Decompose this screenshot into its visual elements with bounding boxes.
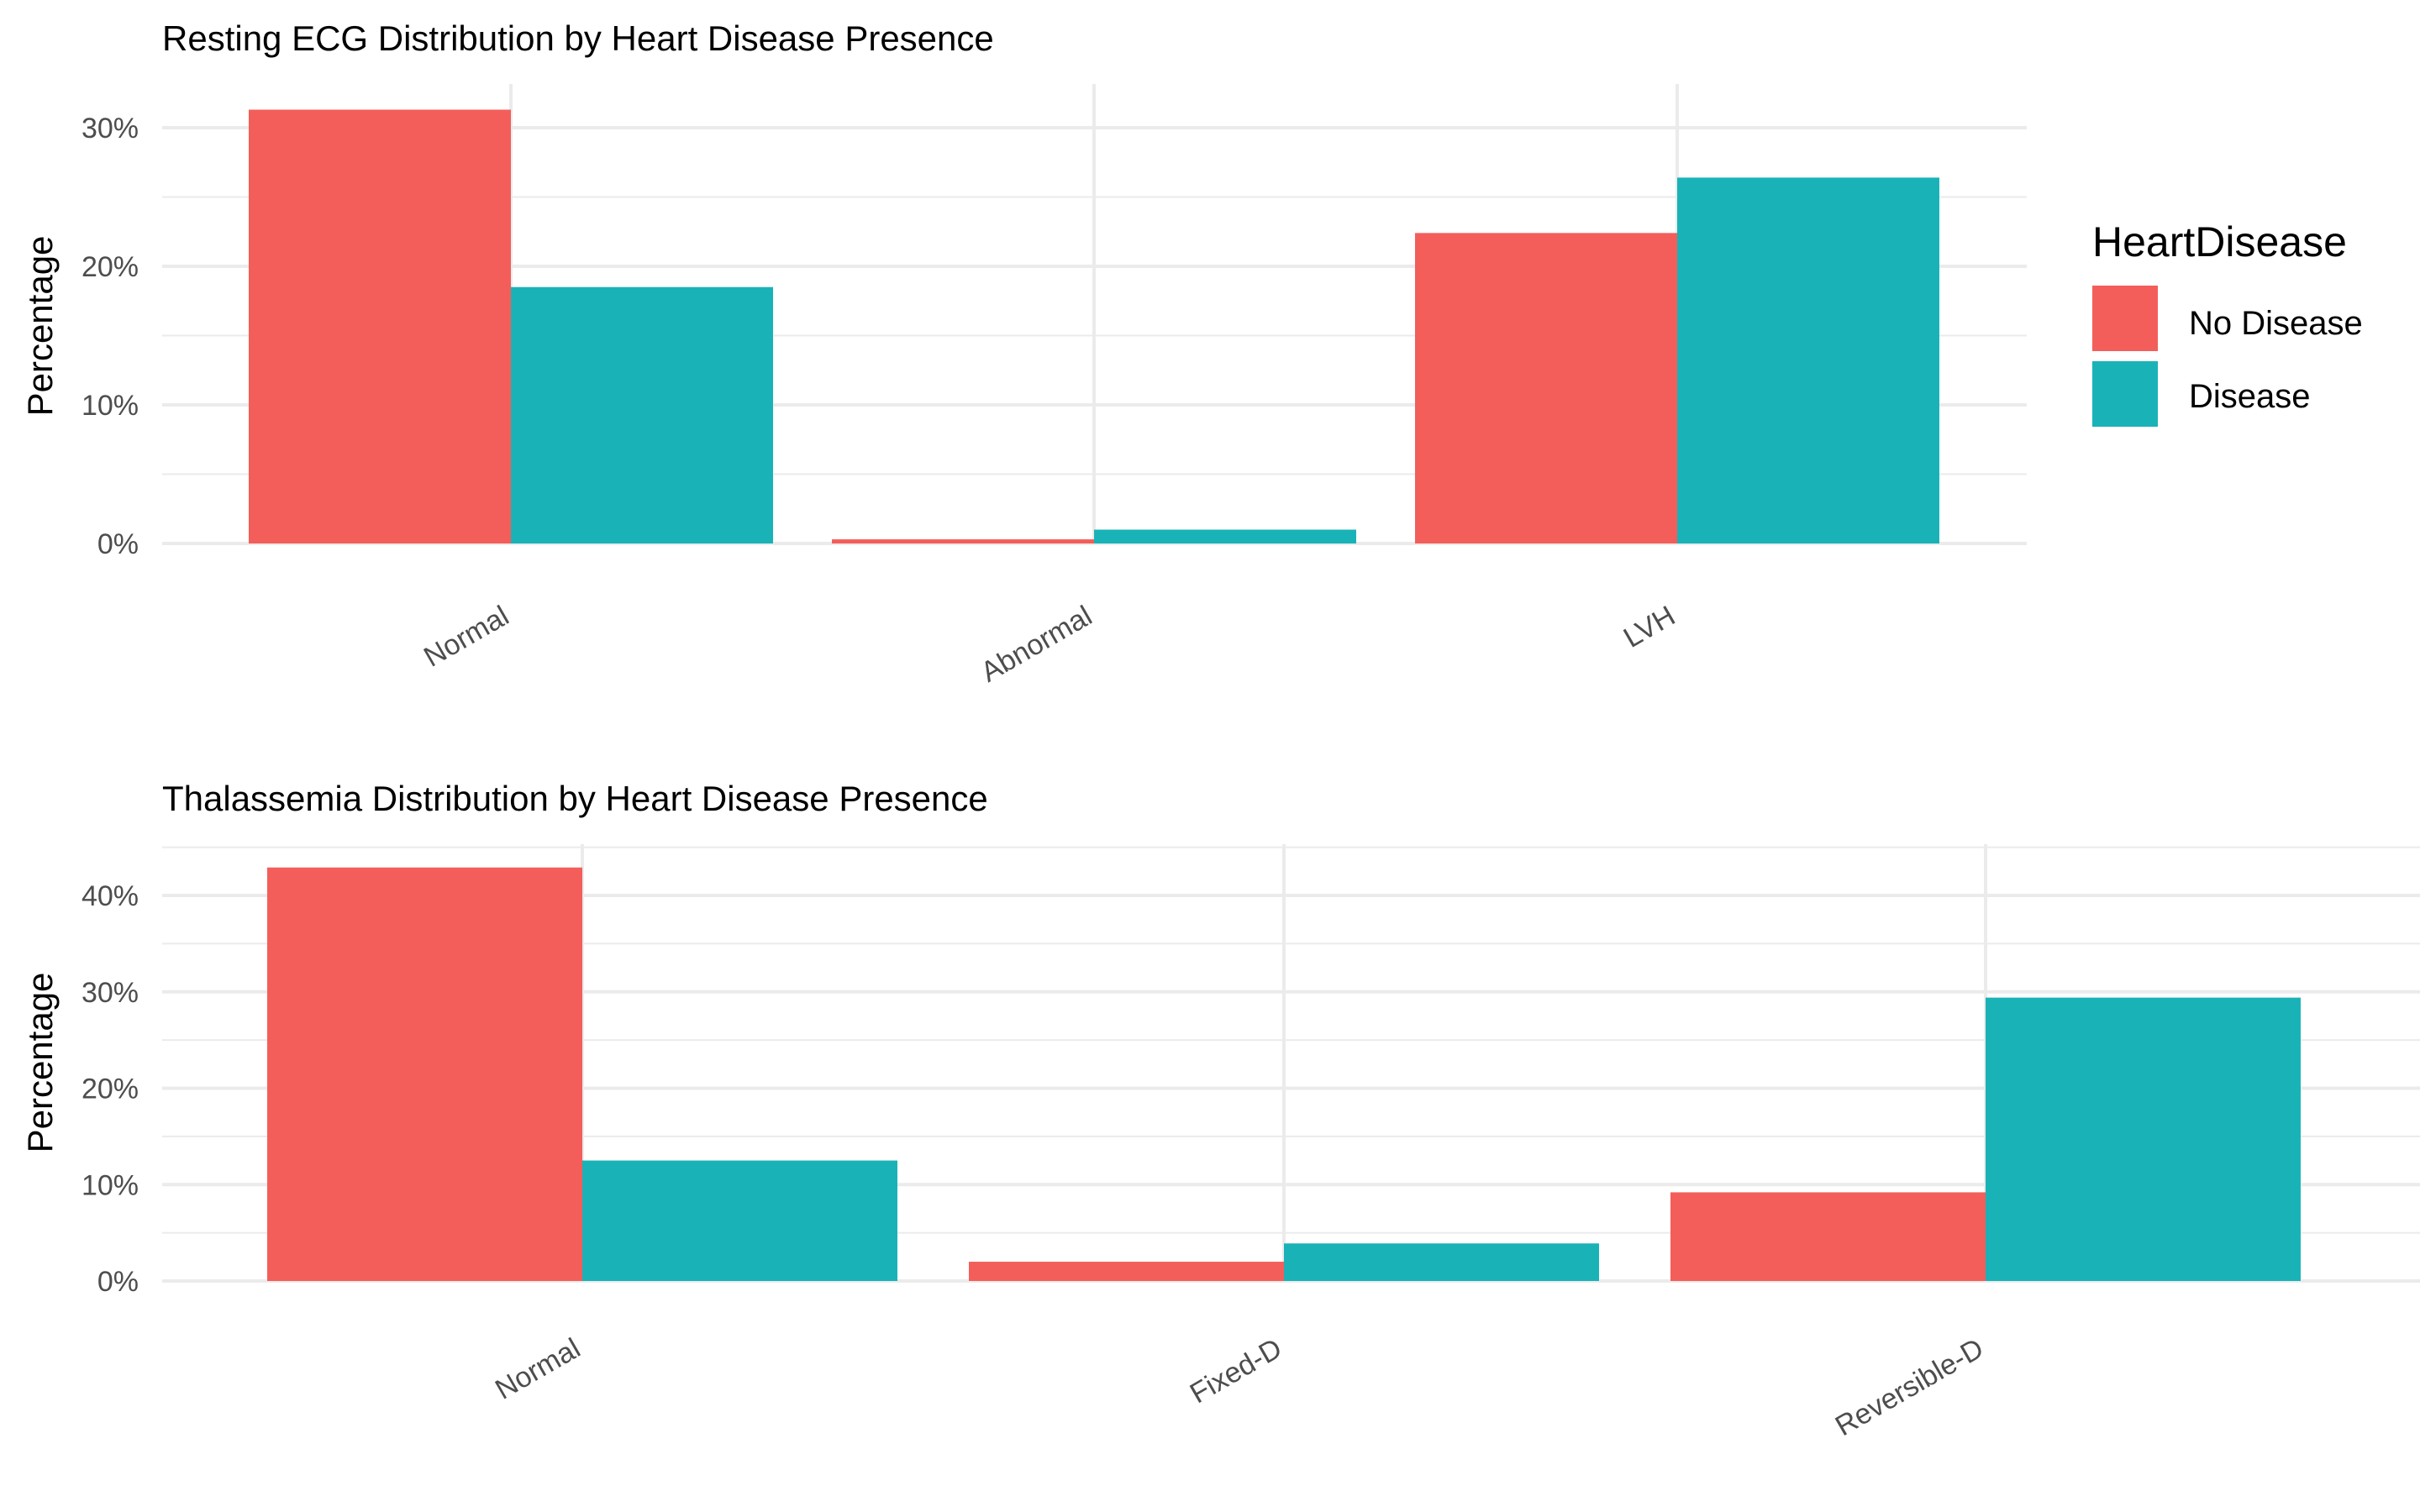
y-tick-label: 10%	[82, 1169, 139, 1201]
x-tick-label: Normal	[418, 600, 514, 674]
ecg-bar-no-disease-normal	[249, 109, 511, 544]
x-tick-label: Reversible-D	[1830, 1332, 1989, 1442]
y-tick-label: 10%	[82, 390, 139, 422]
y-tick-label: 30%	[82, 113, 139, 144]
legend-swatch-disease	[2092, 361, 2158, 427]
thal-bar-disease-fixed-d	[1284, 1243, 1599, 1281]
ecg-y-axis-title: Percentage	[20, 236, 60, 417]
ecg-bar-no-disease-abnormal	[832, 539, 1094, 543]
ecg-x-ticks: Normal Abnormal LVH	[418, 600, 1681, 689]
thal-x-ticks: Normal Fixed-D Reversible-D	[490, 1332, 1989, 1442]
y-tick-label: 30%	[82, 977, 139, 1009]
legend-label-no-disease: No Disease	[2189, 305, 2363, 342]
thal-bar-no-disease-fixed-d	[969, 1262, 1284, 1281]
thal-y-ticks: 0% 10% 20% 30% 40%	[82, 880, 139, 1298]
thal-chart-panel: Thalassemia Distribution by Heart Diseas…	[20, 779, 2420, 1442]
ecg-chart-title: Resting ECG Distribution by Heart Diseas…	[162, 18, 994, 58]
ecg-chart-panel: Resting ECG Distribution by Heart Diseas…	[20, 18, 2027, 689]
thal-bar-no-disease-normal	[267, 867, 582, 1281]
legend: HeartDisease No Disease Disease	[2092, 218, 2363, 427]
thal-bars	[267, 867, 2301, 1281]
ecg-bars	[249, 109, 1939, 544]
legend-label-disease: Disease	[2189, 378, 2311, 415]
legend-swatch-no-disease	[2092, 286, 2158, 351]
y-tick-label: 20%	[82, 1074, 139, 1105]
x-tick-label: Normal	[490, 1332, 586, 1406]
x-tick-label: Abnormal	[976, 600, 1097, 689]
thal-bar-no-disease-reversible-d	[1670, 1192, 1986, 1281]
x-tick-label: Fixed-D	[1185, 1332, 1287, 1410]
thal-chart-title: Thalassemia Distribution by Heart Diseas…	[162, 779, 988, 818]
legend-title: HeartDisease	[2092, 218, 2347, 265]
x-tick-label: LVH	[1618, 600, 1681, 654]
ecg-bar-disease-abnormal	[1094, 529, 1356, 543]
ecg-y-ticks: 0% 10% 20% 30%	[82, 113, 139, 560]
thal-bar-disease-reversible-d	[1986, 997, 2301, 1281]
y-tick-label: 0%	[97, 1266, 139, 1298]
y-tick-label: 40%	[82, 880, 139, 912]
ecg-bar-disease-normal	[511, 286, 773, 543]
ecg-bar-disease-lvh	[1677, 177, 1939, 543]
thal-y-axis-title: Percentage	[20, 973, 60, 1153]
thal-bar-disease-normal	[582, 1160, 897, 1281]
ecg-bar-no-disease-lvh	[1415, 233, 1677, 543]
y-tick-label: 20%	[82, 251, 139, 283]
y-tick-label: 0%	[97, 528, 139, 560]
